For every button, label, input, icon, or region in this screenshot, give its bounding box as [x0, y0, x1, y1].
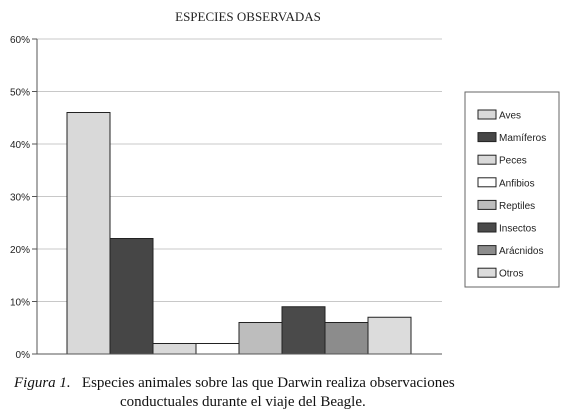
legend-swatch	[477, 222, 497, 233]
bar-insectos	[281, 306, 326, 355]
caption-line-2: conductuales durante el viaje del Beagle…	[120, 394, 366, 410]
figure-label: Figura 1.	[14, 375, 71, 391]
bar-mamíferos	[109, 238, 154, 355]
bar-otros	[367, 316, 412, 355]
bar-chart: ESPECIES OBSERVADAS 0% 10% 20% 30% 40% 50% 60%…	[10, 9, 560, 361]
y-tick-label: 60%	[10, 35, 30, 46]
legend-label: Reptiles	[499, 201, 535, 212]
bar-aves	[66, 112, 111, 355]
legend-swatch	[477, 199, 497, 210]
y-tick-label: 40%	[10, 140, 30, 151]
legend-swatch	[477, 109, 497, 120]
y-tick-label: 20%	[10, 245, 30, 256]
legend-label: Mamíferos	[499, 133, 546, 144]
legend-swatch	[477, 154, 497, 165]
legend-label: Insectos	[499, 224, 536, 235]
legend-label: Peces	[499, 156, 527, 167]
legend-swatch	[477, 177, 497, 188]
bar-anfibios	[195, 343, 240, 355]
chart-title: ESPECIES OBSERVADAS	[175, 9, 321, 24]
legend-label: Otros	[499, 269, 523, 280]
y-axis-ticks: 0% 10% 20% 30% 40% 50% 60%	[10, 35, 37, 361]
y-tick-label: 50%	[10, 88, 30, 99]
bar-arácnidos	[324, 322, 369, 355]
legend: Aves Mamíferos Peces Anfibios Reptiles Insect…	[477, 109, 546, 280]
legend-label: Arácnidos	[499, 246, 543, 257]
legend-swatch	[477, 132, 497, 143]
legend-label: Anfibios	[499, 178, 535, 189]
y-tick-label: 10%	[10, 298, 30, 309]
bars	[66, 112, 412, 355]
bar-peces	[152, 343, 197, 355]
caption-line-1: Figura 1. Especies animales sobre las qu…	[14, 374, 455, 393]
legend-swatch	[477, 267, 497, 278]
legend-label: Aves	[499, 111, 521, 122]
bar-reptiles	[238, 322, 283, 355]
caption-text-1: Especies animales sobre las que Darwin r…	[81, 375, 455, 391]
legend-swatch	[477, 245, 497, 256]
y-tick-label: 0%	[16, 350, 31, 361]
y-tick-label: 30%	[10, 193, 30, 204]
